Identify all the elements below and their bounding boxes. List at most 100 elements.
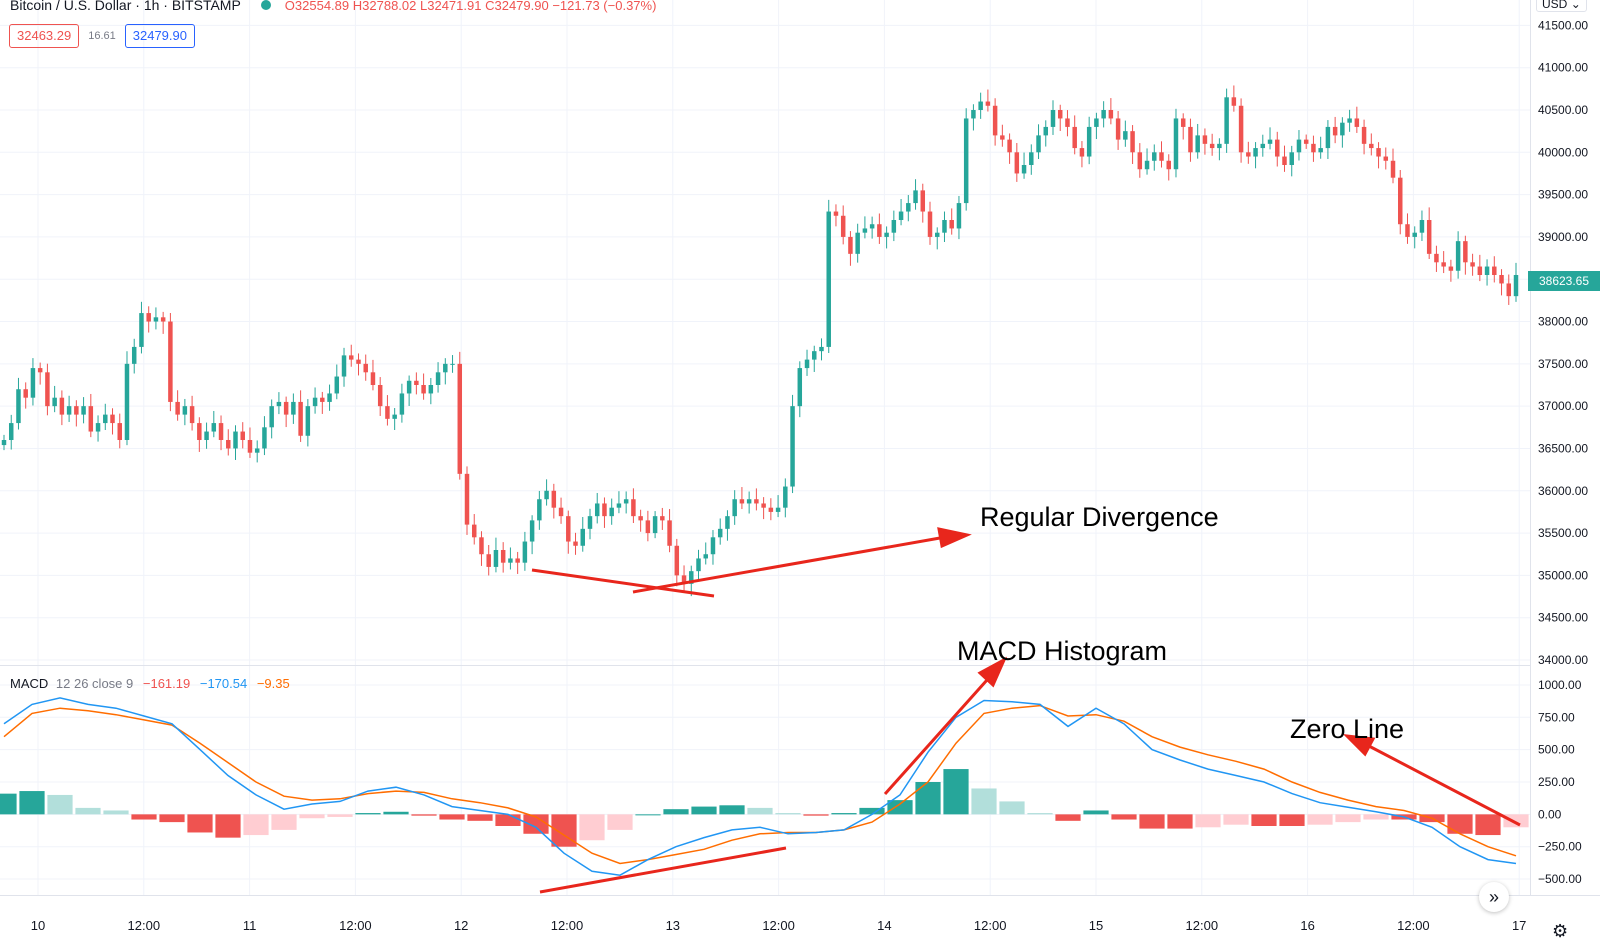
candle [783, 478, 788, 518]
histogram-bar [1447, 814, 1473, 834]
histogram-bar [1055, 814, 1081, 821]
buy-button[interactable]: 32479.90 [124, 24, 195, 48]
symbol-header: Bitcoin / U.S. Dollar · 1h · BITSTAMP O3… [10, 0, 656, 15]
scroll-to-realtime-button[interactable]: » [1479, 882, 1509, 912]
sell-button[interactable]: 32463.29 [9, 24, 80, 48]
candle [1499, 269, 1504, 296]
candle [276, 392, 282, 415]
candle [45, 363, 50, 416]
candle [667, 509, 672, 553]
candle [131, 338, 137, 374]
histogram-bar [355, 813, 381, 815]
grid-lines [0, 0, 1530, 895]
candle [544, 479, 549, 506]
candle [1376, 142, 1381, 169]
candle [681, 565, 687, 592]
histogram-bar [831, 813, 857, 815]
symbol-title[interactable]: Bitcoin / U.S. Dollar · 1h · BITSTAMP [10, 0, 241, 13]
change-value: −121.73 (−0.37%) [552, 0, 657, 13]
histogram-bar [1279, 814, 1305, 826]
candle [211, 410, 217, 438]
candle [1332, 116, 1338, 144]
candle [1448, 259, 1454, 282]
candle [1021, 152, 1027, 179]
candle [710, 530, 716, 565]
candle [1267, 127, 1273, 150]
candle [247, 427, 253, 458]
macd-params: 12 26 close 9 [55, 676, 134, 691]
candle [1484, 259, 1490, 286]
candle [790, 394, 795, 494]
divergence-arrow-shaft [632, 536, 941, 594]
time-tick-label: 12 [454, 918, 468, 933]
candle [493, 537, 499, 573]
macd-name: MACD [10, 676, 49, 691]
candle [1513, 262, 1519, 302]
candle [204, 422, 209, 449]
candle [1325, 120, 1331, 159]
candle [1455, 231, 1461, 279]
histogram-bar [887, 800, 913, 815]
candle [848, 231, 853, 266]
candle [609, 498, 614, 525]
candle [240, 422, 245, 449]
divergence-arrow-head [937, 527, 972, 549]
spread-value: 16.61 [88, 30, 116, 42]
time-tick-label: 11 [243, 918, 257, 933]
histogram-bar [1083, 810, 1109, 815]
candle [1318, 136, 1323, 159]
candle [812, 345, 817, 372]
candle [537, 490, 542, 530]
candle [471, 514, 477, 545]
candle [370, 359, 376, 391]
histogram-bar [1139, 814, 1165, 829]
gear-icon[interactable]: ⚙ [1552, 921, 1569, 941]
time-tick-label: 10 [31, 918, 45, 933]
candle [891, 210, 897, 242]
candle [124, 351, 130, 446]
candlestick-series [1, 85, 1519, 597]
candle [95, 415, 101, 442]
candle [1065, 110, 1070, 137]
candle [341, 347, 347, 387]
candle [1043, 120, 1049, 147]
histogram-bar [411, 814, 437, 816]
candle [884, 226, 889, 249]
candle [674, 538, 680, 587]
price-tick-label: 41000.00 [1538, 61, 1588, 75]
histogram-bar [271, 814, 297, 830]
histogram-bar [1503, 814, 1529, 828]
candle [522, 531, 528, 571]
time-tick-label: 12:00 [974, 918, 1007, 933]
candle [1231, 85, 1237, 112]
macd-legend[interactable]: MACD 12 26 close 9 −161.19 −170.54 −9.35 [10, 676, 290, 691]
chevron-down-icon: ⌄ [1570, 0, 1581, 11]
candle [1123, 120, 1128, 147]
candle [1188, 118, 1193, 162]
zero-line-arrow-shaft [1366, 743, 1521, 827]
price-tick-label: 40000.00 [1538, 145, 1588, 159]
histogram-bar [747, 807, 773, 815]
candle [739, 487, 745, 510]
candle [949, 208, 954, 235]
candle [529, 515, 535, 555]
candle [942, 211, 947, 242]
macd-signal-value: −9.35 [256, 676, 290, 691]
currency-selector[interactable]: USD ⌄ [1536, 0, 1587, 12]
zero-line-label: Zero Line [1290, 714, 1405, 744]
candle [1014, 143, 1020, 182]
histogram-bar [215, 814, 241, 838]
candle [1470, 253, 1475, 276]
candle [631, 488, 636, 524]
candle [746, 491, 752, 514]
candle [1253, 142, 1258, 169]
time-tick-label: 12:00 [762, 918, 795, 933]
macd-tick-label: 250.00 [1538, 775, 1575, 789]
candle [349, 344, 354, 367]
time-axis: 10 12:00 11 12:00 12 12:00 13 12:00 14 12:00 15 12:… [31, 918, 1527, 933]
candle [804, 349, 810, 376]
candle [992, 98, 998, 146]
candle [978, 92, 983, 119]
